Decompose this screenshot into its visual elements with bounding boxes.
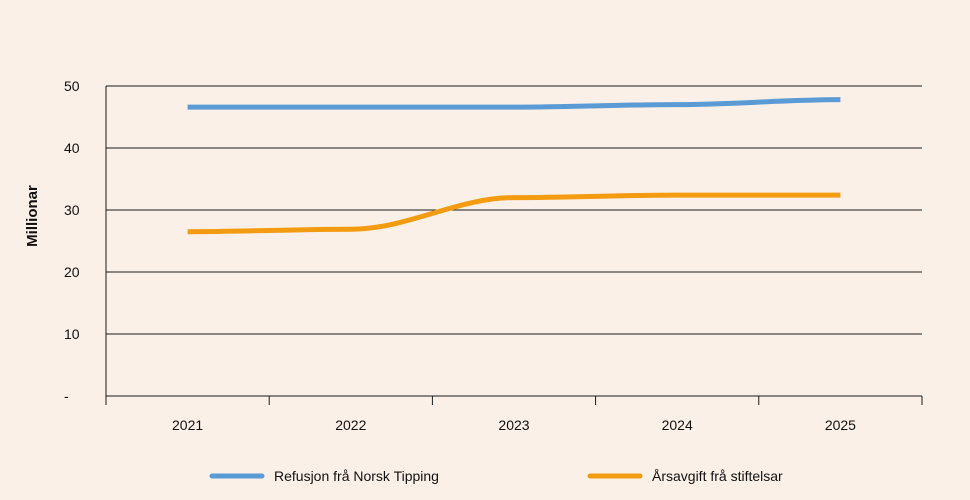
data-point xyxy=(512,105,516,109)
data-point xyxy=(512,196,516,200)
y-tick-label: 10 xyxy=(64,326,80,342)
data-point xyxy=(186,105,190,109)
legend-label: Årsavgift frå stiftelsar xyxy=(652,468,783,484)
data-point xyxy=(838,98,842,102)
grid-lines xyxy=(106,85,922,397)
x-tick-label: 2023 xyxy=(498,417,529,433)
data-point xyxy=(186,230,190,234)
x-tick-label: 2022 xyxy=(335,417,366,433)
x-axis: 2021 2022 2023 2024 2025 xyxy=(105,396,923,433)
x-tick-label: 2025 xyxy=(825,417,856,433)
data-point xyxy=(675,103,679,107)
x-tick-label: 2024 xyxy=(662,417,693,433)
data-point xyxy=(675,193,679,197)
y-tick-label: 40 xyxy=(64,140,80,156)
legend-label: Refusjon frå Norsk Tipping xyxy=(274,468,439,484)
data-point xyxy=(349,105,353,109)
y-tick-label: 30 xyxy=(64,202,80,218)
y-tick-label: 50 xyxy=(64,78,80,94)
legend: Refusjon frå Norsk Tipping Årsavgift frå … xyxy=(209,468,783,484)
y-axis-label: Millionar xyxy=(24,185,41,247)
y-tick-label: 20 xyxy=(64,264,80,280)
x-tick-label: 2021 xyxy=(172,417,203,433)
data-point xyxy=(349,227,353,231)
data-point xyxy=(838,193,842,197)
series-line-1 xyxy=(187,97,841,110)
series-lines xyxy=(186,97,842,235)
y-axis: - 10 20 30 40 50 xyxy=(64,78,107,404)
series-line-2 xyxy=(187,192,841,235)
y-tick-label: - xyxy=(64,388,69,404)
